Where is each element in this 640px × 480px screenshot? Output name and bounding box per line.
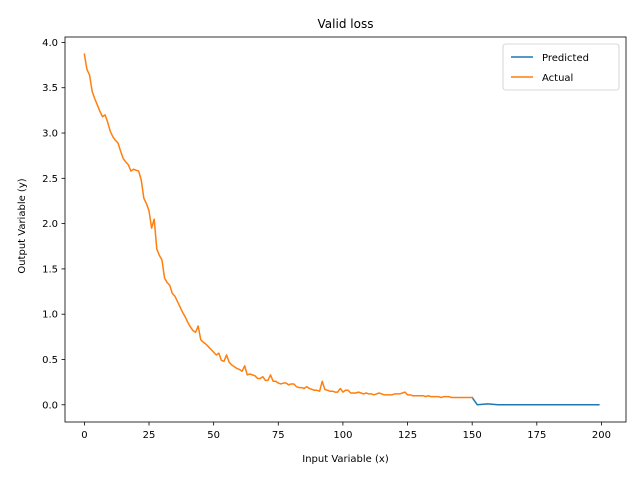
- x-tick-label: 100: [333, 430, 352, 441]
- legend-label-predicted: Predicted: [542, 53, 589, 64]
- plot-area: [83, 53, 600, 406]
- x-tick-label: 175: [527, 430, 546, 441]
- y-axis-label: Output Variable (y): [17, 178, 28, 273]
- axes-frame: [64, 36, 627, 423]
- legend-box: [502, 43, 620, 91]
- x-tick-label: 0: [81, 430, 87, 441]
- x-tick-label: 200: [592, 430, 611, 441]
- y-tick-label: 2.0: [42, 219, 58, 230]
- series-line-actual: [83, 53, 473, 399]
- y-tick-label: 0.0: [42, 400, 58, 411]
- y-tick-label: 1.5: [42, 264, 58, 275]
- x-tick-label: 125: [398, 430, 417, 441]
- axes: 0 25 50 75 100 125 150 175 200 0.0 0.5 1.0 1.5 2.0 2.5…: [42, 36, 627, 441]
- x-axis-label: Input Variable (x): [302, 454, 389, 465]
- x-tick-label: 75: [272, 430, 285, 441]
- legend: Predicted Actual: [502, 43, 620, 91]
- x-tick-label: 150: [463, 430, 482, 441]
- y-tick-label: 0.5: [42, 355, 58, 366]
- chart-title: Valid loss: [318, 17, 374, 31]
- y-tick-label: 1.0: [42, 310, 58, 321]
- x-tick-label: 25: [143, 430, 156, 441]
- legend-label-actual: Actual: [542, 73, 573, 84]
- series-line-predicted: [471, 396, 600, 406]
- x-tick-label: 50: [207, 430, 220, 441]
- y-tick-label: 4.0: [42, 38, 58, 49]
- y-tick-label: 2.5: [42, 174, 58, 185]
- y-tick-label: 3.0: [42, 129, 58, 140]
- y-tick-label: 3.5: [42, 83, 58, 94]
